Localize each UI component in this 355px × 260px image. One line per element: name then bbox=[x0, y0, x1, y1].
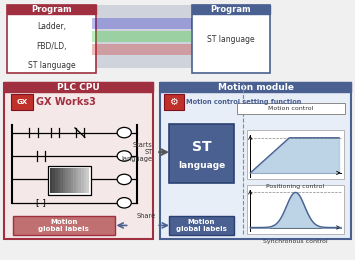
FancyBboxPatch shape bbox=[89, 5, 195, 68]
Bar bbox=[92, 44, 192, 55]
Text: Starts
ST
language: Starts ST language bbox=[121, 142, 153, 162]
Text: ST language: ST language bbox=[28, 61, 75, 70]
Circle shape bbox=[117, 127, 131, 138]
Bar bbox=[86, 168, 89, 193]
Text: Motion
global labels: Motion global labels bbox=[176, 219, 227, 232]
FancyBboxPatch shape bbox=[160, 82, 351, 92]
Bar bbox=[60, 168, 63, 193]
Text: ST: ST bbox=[192, 140, 211, 154]
Text: GX: GX bbox=[17, 99, 28, 105]
Bar bbox=[73, 168, 76, 193]
Text: Share: Share bbox=[137, 213, 156, 219]
FancyBboxPatch shape bbox=[164, 94, 184, 110]
Bar bbox=[50, 168, 52, 193]
FancyBboxPatch shape bbox=[4, 82, 153, 92]
Text: Motion module: Motion module bbox=[218, 83, 294, 92]
Bar bbox=[76, 168, 78, 193]
FancyBboxPatch shape bbox=[4, 83, 153, 239]
Text: Synchronous control: Synchronous control bbox=[263, 239, 328, 244]
FancyBboxPatch shape bbox=[237, 103, 345, 114]
Bar bbox=[63, 168, 65, 193]
Text: [ ]: [ ] bbox=[36, 198, 46, 207]
Bar bbox=[92, 18, 192, 29]
Text: ⚙: ⚙ bbox=[170, 97, 178, 107]
FancyBboxPatch shape bbox=[160, 83, 351, 239]
FancyBboxPatch shape bbox=[13, 216, 115, 235]
Circle shape bbox=[117, 198, 131, 208]
FancyBboxPatch shape bbox=[48, 166, 91, 195]
Text: Motion control setting function: Motion control setting function bbox=[186, 99, 302, 105]
Text: Program: Program bbox=[31, 5, 72, 14]
FancyBboxPatch shape bbox=[169, 124, 234, 183]
Circle shape bbox=[117, 174, 131, 185]
Bar bbox=[55, 168, 58, 193]
Text: language: language bbox=[178, 161, 225, 171]
FancyBboxPatch shape bbox=[11, 94, 33, 110]
Bar bbox=[68, 168, 71, 193]
Text: Motion control: Motion control bbox=[268, 106, 314, 111]
FancyBboxPatch shape bbox=[247, 185, 344, 234]
FancyBboxPatch shape bbox=[7, 5, 96, 14]
Bar bbox=[52, 168, 55, 193]
FancyBboxPatch shape bbox=[247, 130, 344, 179]
Bar bbox=[71, 168, 73, 193]
Text: Ladder,: Ladder, bbox=[37, 22, 66, 31]
Bar bbox=[92, 31, 192, 42]
Text: PLC CPU: PLC CPU bbox=[57, 83, 99, 92]
Bar bbox=[83, 168, 86, 193]
Text: Motion
global labels: Motion global labels bbox=[38, 219, 89, 232]
FancyBboxPatch shape bbox=[192, 5, 270, 14]
Text: Program: Program bbox=[211, 5, 251, 14]
Circle shape bbox=[117, 151, 131, 161]
FancyBboxPatch shape bbox=[7, 5, 96, 73]
Text: Positioning control: Positioning control bbox=[267, 184, 324, 189]
FancyBboxPatch shape bbox=[192, 5, 270, 73]
Text: FBD/LD,: FBD/LD, bbox=[36, 42, 67, 51]
Bar bbox=[81, 168, 83, 193]
Bar bbox=[78, 168, 81, 193]
Text: ST language: ST language bbox=[207, 35, 255, 43]
Bar bbox=[58, 168, 60, 193]
Text: GX Works3: GX Works3 bbox=[36, 97, 95, 107]
FancyBboxPatch shape bbox=[169, 216, 234, 235]
Bar bbox=[65, 168, 68, 193]
